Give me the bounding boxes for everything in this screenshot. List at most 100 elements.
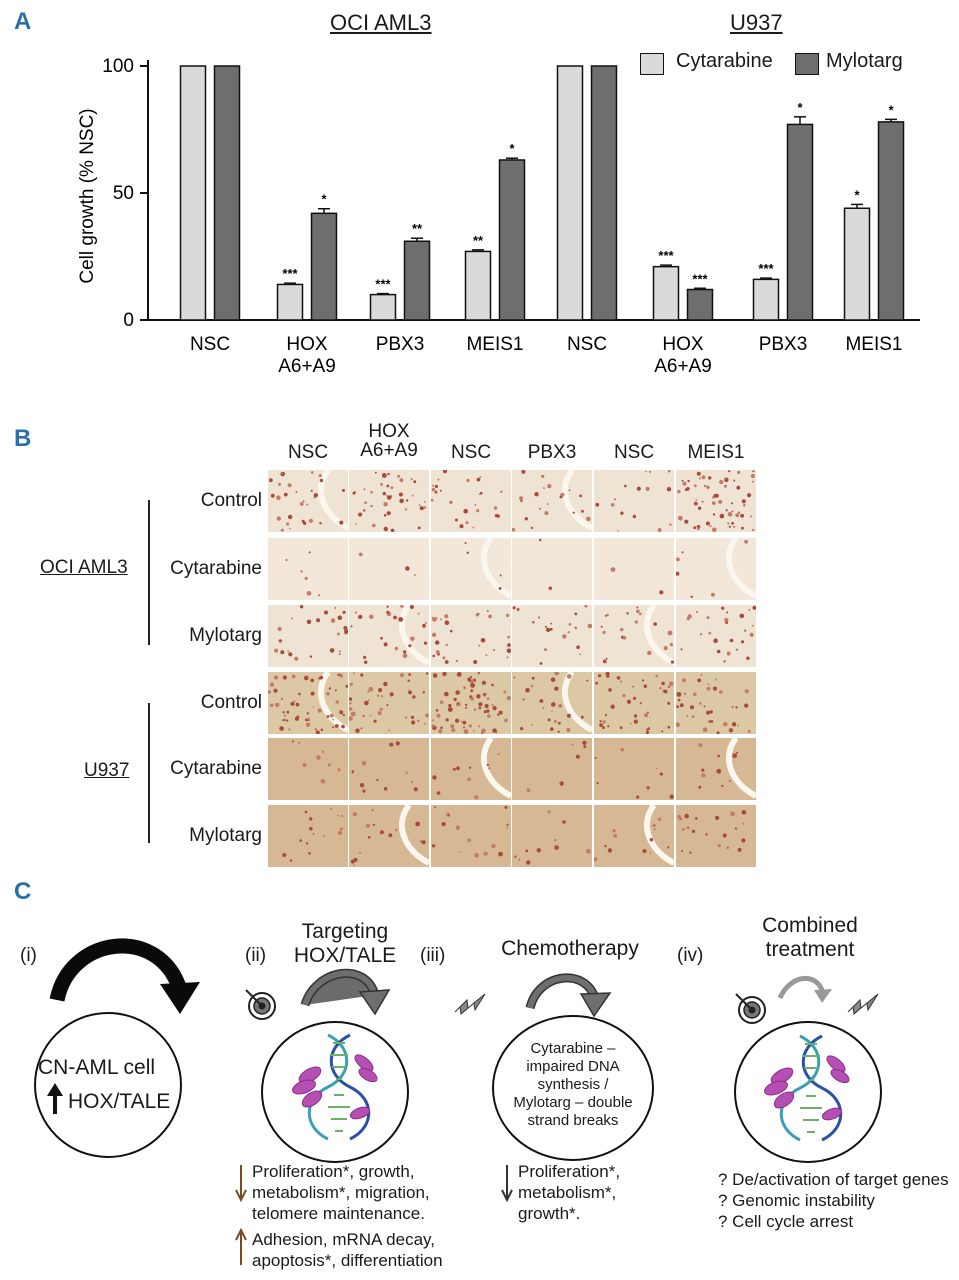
column-header: NSC — [613, 442, 655, 463]
colony-dot — [389, 742, 394, 747]
colony-dot — [715, 815, 720, 820]
colony-dot — [462, 720, 467, 725]
colony-dot — [606, 613, 609, 617]
colony-dot — [713, 638, 718, 643]
colony-well-image — [594, 738, 674, 800]
colony-dot — [465, 703, 468, 706]
colony-dot — [727, 512, 733, 517]
colony-dot — [690, 595, 693, 598]
colony-dot — [546, 503, 549, 505]
colony-dot — [388, 729, 391, 732]
colony-dot — [436, 791, 441, 795]
colony-dot — [567, 631, 570, 634]
x-tick-label: MEIS1 — [466, 334, 523, 355]
colony-dot — [432, 673, 438, 678]
colony-dot — [273, 688, 278, 693]
colony-dots — [291, 740, 341, 784]
colony-dot — [693, 526, 697, 530]
colony-dot — [286, 522, 290, 526]
colony-dot — [486, 763, 489, 767]
colony-dot — [744, 539, 748, 544]
colony-dot — [306, 842, 309, 845]
colony-dot — [599, 720, 602, 723]
colony-dot — [287, 650, 290, 653]
colony-dot — [644, 713, 648, 718]
colony-dot — [532, 621, 535, 624]
colony-well-image — [676, 672, 756, 734]
colony-dot — [309, 655, 313, 658]
chemo-downregulated: Proliferation*, metabolism*, growth*. — [518, 1162, 621, 1223]
colony-dot — [602, 630, 606, 634]
colony-dot — [498, 851, 503, 857]
arrowhead-gray-icon — [358, 989, 391, 1016]
colony-dot — [663, 646, 668, 651]
colony-dot — [610, 503, 615, 507]
colony-well-image — [512, 738, 592, 800]
colony-dot — [520, 727, 524, 731]
colony-dot — [374, 471, 377, 474]
colony-dot — [298, 692, 301, 696]
step-label-ii: (ii) — [245, 945, 267, 966]
colony-dot — [293, 700, 296, 703]
colony-dot — [463, 729, 469, 734]
colony-dot — [560, 492, 565, 497]
x-tick-label: NSC — [190, 334, 230, 355]
colony-well-image — [268, 672, 348, 734]
colony-dot — [669, 523, 672, 526]
colony-dot — [701, 768, 705, 772]
colony-dot — [566, 727, 571, 733]
well-edge — [480, 538, 511, 599]
colony-dot — [706, 710, 711, 715]
colony-dot — [554, 845, 559, 850]
colony-dot — [579, 653, 581, 656]
colony-dots — [526, 740, 587, 793]
colony-well-image — [349, 672, 429, 734]
column-header: HOX A6+A9 — [360, 421, 418, 461]
colony-dot — [744, 629, 747, 632]
colony-dot — [408, 644, 412, 648]
colony-dot — [738, 511, 741, 514]
colony-dot — [506, 823, 509, 826]
colony-dot — [661, 730, 664, 733]
target-icon — [245, 989, 276, 1020]
colony-dot — [594, 756, 597, 759]
colony-dot — [711, 501, 716, 505]
colony-dot — [335, 700, 339, 704]
colony-dot — [659, 590, 664, 595]
colony-dot — [302, 500, 305, 503]
legend-swatch-mylotarg — [795, 53, 819, 75]
colony-dot — [466, 478, 470, 482]
colony-dot — [312, 706, 315, 708]
colony-dot — [682, 481, 687, 486]
colony-dots — [432, 738, 511, 800]
colony-dot — [478, 725, 481, 728]
colony-dot — [407, 679, 410, 682]
colony-dots — [358, 552, 416, 576]
colony-dot — [282, 675, 287, 680]
colony-dots — [513, 672, 592, 733]
bracket-line — [148, 500, 150, 645]
colony-dot — [731, 521, 734, 525]
colony-dot — [326, 715, 330, 718]
colony-dot — [290, 701, 295, 706]
colony-dot — [712, 513, 716, 516]
colony-dot — [337, 615, 343, 621]
y-tick-label: 100 — [102, 56, 134, 77]
panel-c-letter: C — [14, 878, 32, 905]
colony-dot — [604, 714, 607, 717]
colony-dot — [735, 706, 738, 709]
title-chemotherapy: Chemotherapy — [501, 937, 639, 960]
colony-dot — [330, 618, 336, 623]
colony-dot — [291, 674, 296, 679]
colony-dot — [349, 707, 353, 711]
colony-dot — [270, 493, 275, 498]
bar-cytarabine — [752, 278, 780, 321]
colony-well-image — [268, 805, 348, 867]
colony-dot — [463, 686, 467, 690]
colony-dot — [288, 652, 293, 657]
colony-dot — [531, 723, 533, 726]
colony-dots — [594, 747, 674, 799]
colony-dot — [695, 611, 698, 613]
colony-dot — [439, 700, 444, 704]
colony-dot — [525, 849, 529, 853]
